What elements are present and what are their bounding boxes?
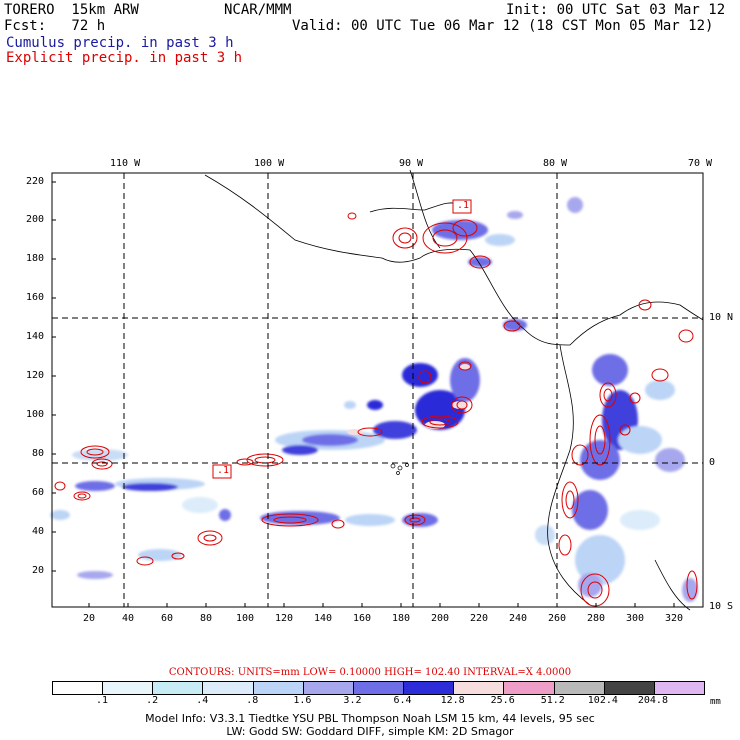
- contour-label-2: .1: [217, 465, 230, 476]
- grid-x-160: 160: [353, 613, 372, 624]
- color-bar-label: 6.4: [393, 695, 412, 706]
- color-bar-label: .1: [96, 695, 109, 706]
- color-bar-label: 204.8: [637, 695, 668, 706]
- grid-x-20: 20: [83, 613, 96, 624]
- color-swatch: [604, 682, 655, 694]
- color-bar-label: 51.2: [540, 695, 565, 706]
- islands: [390, 463, 409, 475]
- color-swatch: [153, 682, 204, 694]
- grid-x-100: 100: [236, 613, 255, 624]
- color-bar-label: .8: [246, 695, 259, 706]
- lon-label-90w: 90 W: [399, 158, 424, 169]
- color-bar-label: .4: [196, 695, 209, 706]
- org-label: NCAR/MMM: [224, 2, 292, 18]
- cumulus-precip-shading: [50, 197, 698, 602]
- grid-y-40: 40: [32, 526, 45, 537]
- color-bar-label: 102.4: [587, 695, 618, 706]
- grid-x-300: 300: [626, 613, 645, 624]
- valid-time: Valid: 00 UTC Tue 06 Mar 12 (18 CST Mon …: [292, 18, 714, 34]
- color-swatch: [404, 682, 455, 694]
- contour-label-box-2: [212, 464, 232, 479]
- grid-x-220: 220: [470, 613, 489, 624]
- model-info-line2: LW: Godd SW: Goddard DIFF, simple KM: 2D…: [226, 725, 514, 738]
- color-swatch: [504, 682, 555, 694]
- contours-info: CONTOURS: UNITS=mm LOW= 0.10000 HIGH= 10…: [168, 667, 572, 678]
- forecast-hour: Fcst: 72 h: [4, 18, 106, 34]
- grid-x-120: 120: [275, 613, 294, 624]
- color-swatch: [53, 682, 104, 694]
- grid-x-180: 180: [392, 613, 411, 624]
- explicit-precip-contours: [54, 212, 698, 607]
- color-bar: [52, 681, 705, 695]
- grid-y-60: 60: [32, 487, 45, 498]
- explicit-legend-line: Explicit precip. in past 3 h: [6, 50, 243, 66]
- color-swatch: [654, 682, 705, 694]
- color-swatch: [203, 682, 254, 694]
- color-bar-label: 12.8: [440, 695, 465, 706]
- grid-y-140: 140: [26, 331, 45, 342]
- contour-label-1: .1: [457, 200, 470, 211]
- lon-label-100w: 100 W: [254, 158, 285, 169]
- lon-label-70w: 70 W: [688, 158, 713, 169]
- color-bar-label: 3.2: [343, 695, 362, 706]
- grid-y-220: 220: [26, 176, 45, 187]
- lat-label-10s: 10 S: [709, 601, 734, 612]
- map-frame: [51, 172, 704, 608]
- grid-y-200: 200: [26, 214, 45, 225]
- color-swatch: [253, 682, 304, 694]
- grid-x-200: 200: [431, 613, 450, 624]
- grid-y-20: 20: [32, 565, 45, 576]
- color-bar-label: 1.6: [293, 695, 312, 706]
- grid-y-120: 120: [26, 370, 45, 381]
- lat-label-0: 0: [709, 457, 716, 468]
- color-bar-label: 25.6: [490, 695, 515, 706]
- color-bar-label: .2: [146, 695, 159, 706]
- lon-label-80w: 80 W: [543, 158, 568, 169]
- contour-label-box-1: [452, 199, 472, 214]
- grid-x-80: 80: [200, 613, 213, 624]
- color-swatch: [353, 682, 405, 694]
- axis-ticks: [52, 181, 675, 607]
- color-bar-unit: mm: [710, 697, 721, 707]
- grid-y-160: 160: [26, 292, 45, 303]
- model-title: TORERO 15km ARW: [4, 2, 139, 18]
- grid-x-60: 60: [161, 613, 174, 624]
- grid-y-180: 180: [26, 253, 45, 264]
- lon-label-110w: 110 W: [110, 158, 141, 169]
- color-swatch: [303, 682, 354, 694]
- grid-x-320: 320: [665, 613, 684, 624]
- lat-label-10n: 10 N: [709, 312, 734, 323]
- color-swatch: [554, 682, 605, 694]
- grid-x-140: 140: [314, 613, 333, 624]
- model-info-line1: Model Info: V3.3.1 Tiedtke YSU PBL Thomp…: [145, 712, 595, 725]
- init-time: Init: 00 UTC Sat 03 Mar 12: [506, 2, 726, 18]
- coastlines: [204, 169, 704, 611]
- cumulus-legend-line: Cumulus precip. in past 3 h: [6, 35, 234, 51]
- grid-x-40: 40: [122, 613, 135, 624]
- grid-x-260: 260: [548, 613, 567, 624]
- grid-x-240: 240: [509, 613, 528, 624]
- color-swatch: [454, 682, 505, 694]
- graticule: [52, 173, 703, 607]
- color-swatch: [103, 682, 154, 694]
- grid-y-100: 100: [26, 409, 45, 420]
- grid-x-280: 280: [587, 613, 606, 624]
- grid-y-80: 80: [32, 448, 45, 459]
